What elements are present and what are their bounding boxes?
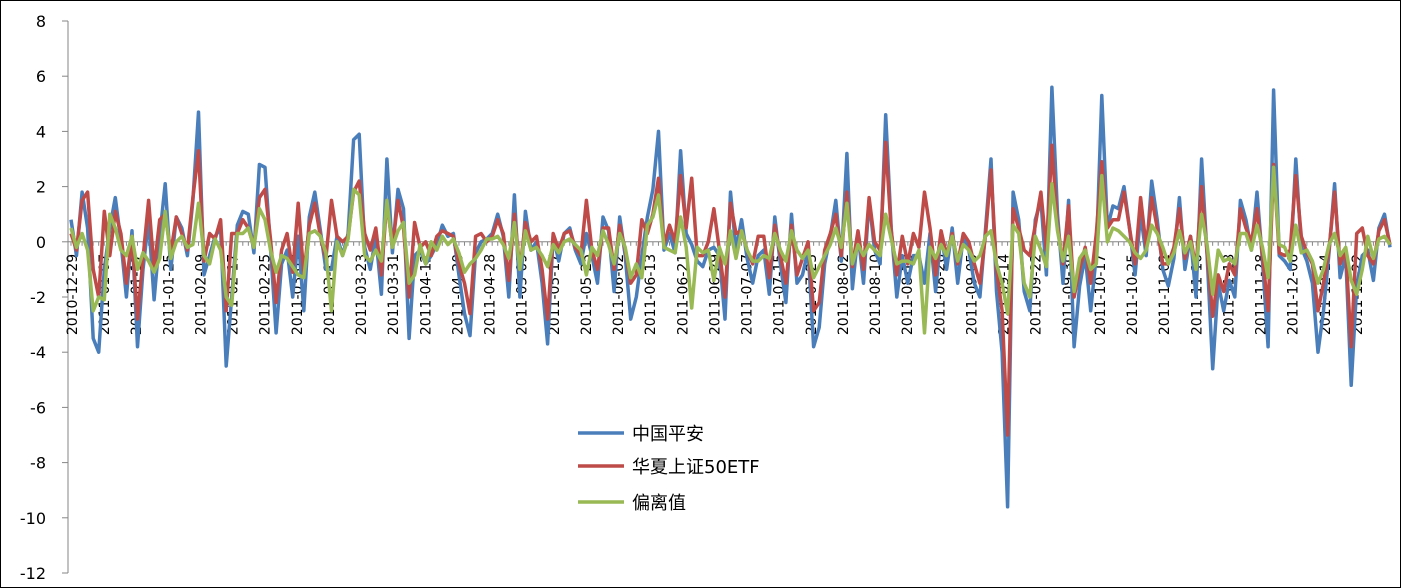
x-tick-label: 2011-03-31	[386, 254, 402, 335]
x-tick-label: 2011-08-02	[836, 254, 852, 335]
y-tick-label: 6	[36, 67, 46, 86]
x-tick-label: 2011-06-13	[643, 254, 659, 335]
legend-label-2: 华夏上证50ETF	[632, 457, 760, 478]
y-tick-label: -10	[20, 509, 46, 528]
legend-label-1: 中国平安	[632, 424, 704, 445]
y-tick-label: -6	[30, 398, 46, 417]
y-axis: 8 6 4 2 0 -2 -4 -6 -8 -10 -12	[20, 12, 69, 583]
x-tick-label: 2011-01-25	[161, 254, 177, 335]
series-line-1	[69, 85, 1392, 509]
y-tick-label: -2	[30, 288, 46, 307]
y-tick-label: -12	[20, 564, 46, 583]
y-tick-label: 8	[36, 12, 46, 31]
x-tick-label: 2011-02-25	[258, 254, 274, 335]
x-tick-label: 2011-05-25	[579, 254, 595, 335]
x-tick-label: 2011-08-10	[868, 254, 884, 335]
x-tick-label: 2011-10-17	[1093, 254, 1109, 335]
series-line-3	[69, 165, 1392, 335]
x-tick-label: 2011-04-12	[418, 254, 434, 335]
y-tick-label: 2	[36, 178, 46, 197]
x-tick-label: 2011-10-25	[1125, 254, 1141, 335]
y-tick-label: -8	[30, 454, 46, 473]
y-tick-label: 4	[36, 122, 46, 141]
y-tick-label: 0	[36, 233, 46, 252]
x-tick-label: 2011-03-23	[354, 254, 370, 335]
y-tick-label: -4	[30, 343, 46, 362]
x-tick-label: 2011-04-28	[483, 254, 499, 335]
x-tick-label: 2011-12-06	[1286, 254, 1302, 335]
series-layer	[69, 85, 1392, 509]
legend-label-3: 偏离值	[632, 493, 686, 514]
x-tick-label: 2010-12-29	[65, 254, 81, 335]
